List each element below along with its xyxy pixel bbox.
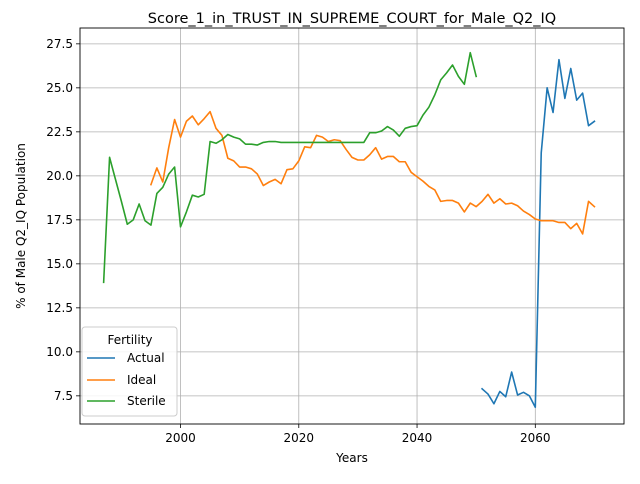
legend: Fertility Actual Ideal Sterile [81,326,178,417]
y-tick-label: 27.5 [46,37,73,51]
series-line-sterile [102,51,478,284]
series-line-actual [480,58,596,409]
legend-label-ideal: Ideal [127,373,156,387]
x-tick-label: 2020 [284,431,315,445]
legend-title: Fertility [107,333,152,347]
y-tick-label: 20.0 [46,169,73,183]
legend-label-actual: Actual [127,351,165,365]
y-tick-label: 15.0 [46,257,73,271]
legend-label-sterile: Sterile [127,394,166,408]
series-lines [102,51,596,409]
y-axis-ticks: 7.5 10.0 12.5 15.0 17.5 20.0 22.5 25.0 27.5 [46,37,80,403]
y-tick-label: 25.0 [46,81,73,95]
chart-title: Score_1_in_TRUST_IN_SUPREME_COURT_for_Ma… [148,11,556,27]
y-tick-label: 12.5 [46,301,73,315]
x-tick-label: 2060 [520,431,551,445]
y-axis-label: % of Male Q2_IQ Population [14,143,28,309]
plot-frame [79,27,625,425]
x-axis-ticks: 2000 2020 2040 2060 [165,424,551,445]
y-tick-label: 17.5 [46,213,73,227]
grid [80,28,624,424]
y-tick-label: 10.0 [46,345,73,359]
series-line-ideal [149,110,596,235]
y-tick-label: 7.5 [54,389,73,403]
x-axis-label: Years [335,451,368,465]
x-tick-label: 2000 [165,431,196,445]
y-tick-label: 22.5 [46,125,73,139]
legend-box [81,326,178,417]
x-tick-label: 2040 [402,431,433,445]
